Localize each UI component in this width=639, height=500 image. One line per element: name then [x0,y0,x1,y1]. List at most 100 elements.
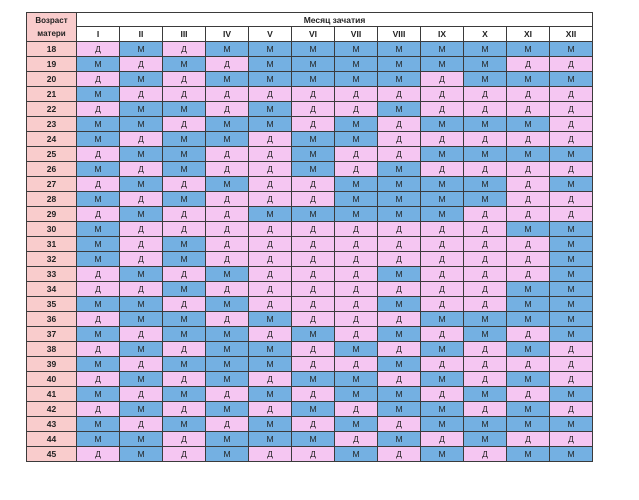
girl-cell: Д [205,86,249,102]
boy-cell: М [205,71,249,87]
boy-cell: М [377,401,421,417]
boy-cell: М [420,446,464,462]
boy-cell: М [76,161,120,177]
boy-cell: М [420,146,464,162]
table-row: 43 М Д М Д М Д М Д М М М М [26,416,593,432]
girl-cell: Д [248,221,292,237]
girl-cell: Д [334,221,378,237]
boy-cell: М [420,401,464,417]
girl-cell: Д [334,161,378,177]
girl-cell: Д [463,401,507,417]
boy-cell: М [119,296,163,312]
girl-cell: Д [463,371,507,387]
girl-cell: Д [205,251,249,267]
girl-cell: Д [377,341,421,357]
girl-cell: Д [162,221,206,237]
boy-cell: М [463,146,507,162]
girl-cell: Д [291,341,335,357]
boy-cell: М [420,416,464,432]
girl-cell: Д [463,236,507,252]
girl-cell: Д [119,221,163,237]
boy-cell: М [291,326,335,342]
girl-cell: Д [162,116,206,132]
boy-cell: М [291,41,335,57]
girl-cell: Д [334,431,378,447]
girl-cell: Д [291,416,335,432]
girl-cell: Д [76,341,120,357]
boy-cell: М [205,446,249,462]
girl-cell: Д [205,416,249,432]
girl-cell: Д [291,251,335,267]
girl-cell: Д [420,71,464,87]
girl-cell: Д [420,356,464,372]
girl-cell: Д [420,386,464,402]
boy-cell: М [76,416,120,432]
girl-cell: Д [205,101,249,117]
boy-cell: М [205,356,249,372]
girl-cell: Д [205,146,249,162]
girl-cell: Д [76,41,120,57]
boy-cell: М [76,251,120,267]
boy-cell: М [162,191,206,207]
table-row: 38 Д М Д М М Д М Д М Д М Д [26,341,593,357]
girl-cell: Д [162,341,206,357]
mother-age-cell: 23 [26,116,77,132]
boy-cell: М [291,401,335,417]
boy-cell: М [334,341,378,357]
boy-cell: М [205,116,249,132]
mother-age-header-line2: матери [37,29,66,38]
boy-cell: М [119,311,163,327]
girl-cell: Д [463,251,507,267]
boy-cell: М [291,371,335,387]
girl-cell: Д [248,236,292,252]
girl-cell: Д [291,386,335,402]
girl-cell: Д [377,281,421,297]
month-header-cell: X [463,26,507,42]
girl-cell: Д [162,41,206,57]
girl-cell: Д [506,326,550,342]
boy-cell: М [162,311,206,327]
girl-cell: Д [377,86,421,102]
girl-cell: Д [119,416,163,432]
boy-cell: М [420,371,464,387]
boy-cell: М [549,71,593,87]
boy-cell: М [377,386,421,402]
boy-cell: М [76,386,120,402]
boy-cell: М [76,431,120,447]
boy-cell: М [506,41,550,57]
girl-cell: Д [377,146,421,162]
girl-cell: Д [119,161,163,177]
table-row: 18 Д М Д М М М М М М М М М [26,41,593,57]
girl-cell: Д [463,101,507,117]
table-row: 44 М М Д М М М Д М Д М Д Д [26,431,593,447]
boy-cell: М [334,386,378,402]
boy-cell: М [76,326,120,342]
boy-cell: М [377,356,421,372]
girl-cell: Д [420,296,464,312]
girl-cell: Д [463,341,507,357]
table-row: 39 М Д М М М Д Д М Д Д Д Д [26,356,593,372]
girl-cell: Д [291,116,335,132]
girl-cell: Д [506,101,550,117]
table-row: 35 М М Д М Д Д Д М Д Д М М [26,296,593,312]
table-row: 22 Д М М Д М Д Д М Д Д Д Д [26,101,593,117]
girl-cell: Д [377,116,421,132]
boy-cell: М [549,296,593,312]
mother-age-cell: 27 [26,176,77,192]
girl-cell: Д [205,221,249,237]
girl-cell: Д [162,296,206,312]
girl-cell: Д [334,236,378,252]
girl-cell: Д [506,176,550,192]
girl-cell: Д [377,131,421,147]
month-header-cell: II [119,26,163,42]
girl-cell: Д [119,251,163,267]
girl-cell: Д [506,266,550,282]
boy-cell: М [162,146,206,162]
girl-cell: Д [76,266,120,282]
girl-cell: Д [549,101,593,117]
month-header-cell: XI [506,26,550,42]
boy-cell: М [291,146,335,162]
conception-gender-table: Возраст матери Месяц зачатия I II III IV V VI… [26,12,593,462]
boy-cell: М [205,341,249,357]
girl-cell: Д [377,416,421,432]
